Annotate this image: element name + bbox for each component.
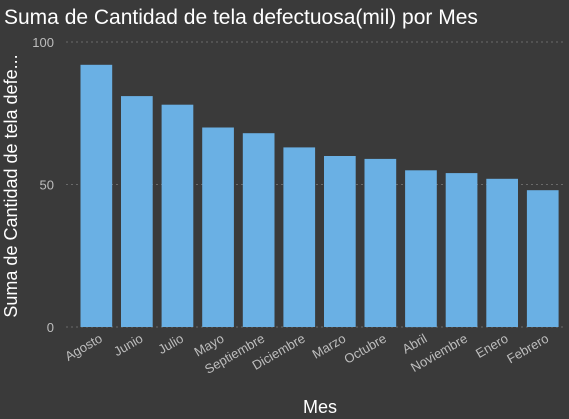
chart-title: Suma de Cantidad de tela defectuosa(mil)… [4, 6, 478, 29]
bar-febrero[interactable] [526, 190, 559, 327]
y-tick-label: 0 [47, 320, 54, 335]
bar-octubre[interactable] [364, 158, 397, 327]
x-tick-label-junio: Junio [111, 331, 145, 360]
y-axis-ticks: 0 50 100 [32, 35, 54, 335]
x-tick-label-octubre: Octubre [341, 331, 389, 367]
bar-junio[interactable] [121, 96, 153, 327]
y-tick-label: 50 [40, 178, 54, 193]
bar-abril[interactable] [405, 170, 437, 328]
bar-diciembre[interactable] [283, 147, 316, 327]
x-axis-title: Mes [303, 397, 337, 417]
bar-enero[interactable] [486, 178, 518, 327]
x-tick-label-febrero: Febrero [504, 331, 551, 367]
x-tick-label-julio: Julio [155, 331, 186, 357]
bar-agosto[interactable] [80, 64, 113, 328]
bar-mayo[interactable] [202, 127, 234, 328]
bars [80, 64, 559, 328]
bar-noviembre[interactable] [445, 173, 478, 327]
bar-marzo[interactable] [324, 156, 356, 327]
x-tick-label-agosto: Agosto [62, 331, 105, 364]
y-axis-title: Suma de Cantidad de tela defe... [1, 54, 21, 317]
bar-septiembre[interactable] [242, 133, 275, 327]
y-tick-label: 100 [32, 35, 54, 50]
bar-julio[interactable] [161, 104, 194, 327]
